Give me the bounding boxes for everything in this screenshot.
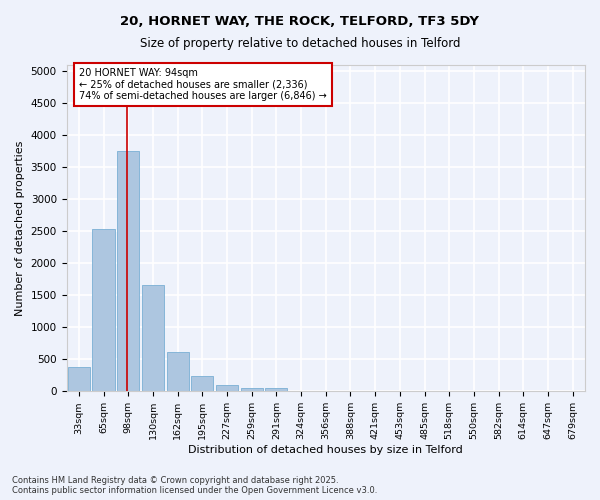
Bar	[117, 150, 139, 392]
Bar	[142, 285, 164, 392]
Bar	[265, 388, 287, 392]
Text: Contains HM Land Registry data © Crown copyright and database right 2025.
Contai: Contains HM Land Registry data © Crown c…	[12, 476, 377, 495]
Bar	[216, 384, 238, 392]
Y-axis label: Number of detached properties: Number of detached properties	[15, 140, 25, 316]
Text: 20 HORNET WAY: 94sqm
← 25% of detached houses are smaller (2,336)
74% of semi-de: 20 HORNET WAY: 94sqm ← 25% of detached h…	[79, 68, 327, 102]
Bar	[167, 352, 189, 392]
Bar	[191, 376, 214, 392]
Bar	[92, 230, 115, 392]
Bar	[68, 367, 90, 392]
Bar	[241, 388, 263, 392]
Text: Size of property relative to detached houses in Telford: Size of property relative to detached ho…	[140, 38, 460, 51]
X-axis label: Distribution of detached houses by size in Telford: Distribution of detached houses by size …	[188, 445, 463, 455]
Text: 20, HORNET WAY, THE ROCK, TELFORD, TF3 5DY: 20, HORNET WAY, THE ROCK, TELFORD, TF3 5…	[121, 15, 479, 28]
